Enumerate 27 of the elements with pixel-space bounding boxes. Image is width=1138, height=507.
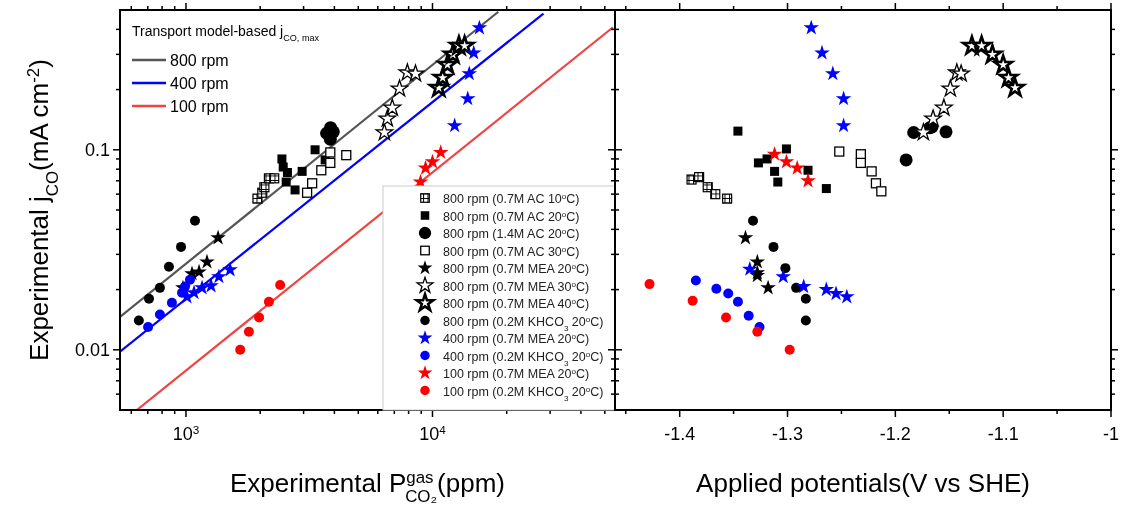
- legend-label: 100 rpm (0.2M KHCO$_{3}$ 20$^{o}$C): [443, 384, 604, 402]
- x-tick-label: 10$^{3}$: [172, 422, 200, 444]
- legend-label: 800 rpm (1.4M AC 20$^{o}$C): [443, 226, 580, 241]
- y-tick-label: 0.1: [84, 139, 110, 160]
- legend-label: 800 rpm (0.2M KHCO$_{3}$ 20$^{o}$C): [443, 314, 604, 332]
- x-tick-label: -1.1: [987, 424, 1019, 444]
- x-tick-label: -1.2: [879, 424, 911, 444]
- legend-label: 800 rpm (0.7M MEA 20$^{o}$C): [443, 261, 590, 276]
- legend-label: 800 rpm: [170, 52, 229, 69]
- legend-label: 400 rpm: [170, 75, 229, 92]
- legend-label: 800 rpm (0.7M AC 20$^{o}$C): [443, 209, 580, 224]
- y-tick-label: 0.01: [74, 339, 110, 360]
- legend-label: 800 rpm (0.7M MEA 30$^{o}$C): [443, 279, 590, 294]
- legend-label: 100 rpm: [170, 98, 229, 115]
- x-tick-label: -1.3: [772, 424, 804, 444]
- x-tick-label: -1: [1102, 424, 1120, 444]
- legend-label: 800 rpm (0.7M AC 10$^{o}$C): [443, 191, 580, 206]
- legend-label: 400 rpm (0.2M KHCO$_{3}$ 20$^{o}$C): [443, 349, 604, 367]
- x-axis-title: Experimental P$^{gas}$$_{CO₂}$(ppm): [230, 467, 505, 506]
- legend-title: Transport model-based j$_{CO, max}$: [132, 23, 320, 43]
- x-tick-label: 10$^{4}$: [419, 422, 447, 444]
- legend-label: 800 rpm (0.7M AC 30$^{o}$C): [443, 244, 580, 259]
- x-tick-label: -1.4: [664, 424, 696, 444]
- x-axis-title: Applied potentials(V vs SHE): [696, 468, 1030, 498]
- legend-label: 100 rpm (0.7M MEA 20$^{o}$C): [443, 366, 590, 381]
- legend-label: 800 rpm (0.7M MEA 40$^{o}$C): [443, 296, 590, 311]
- legend-label: 400 rpm (0.7M MEA 20$^{o}$C): [443, 331, 590, 346]
